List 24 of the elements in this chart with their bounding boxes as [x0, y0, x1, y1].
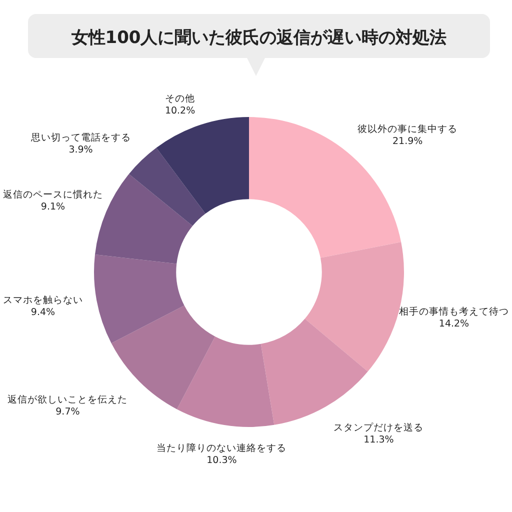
slice-label: 返信が欲しいことを伝えた: [8, 394, 128, 406]
slice-label: その他: [165, 92, 196, 105]
data-label: 11.3%: [364, 434, 394, 446]
donut-slice: [94, 174, 193, 264]
slice-label: 思い切って電話をする: [30, 131, 131, 144]
donut-slice: [94, 254, 184, 344]
slice-label: スマホを触らない: [3, 294, 83, 306]
data-label: 9.1%: [40, 202, 66, 213]
slice-label: 相手の事情も考えて待つ: [399, 306, 509, 318]
slice-label: 当たり障りのない連絡をする: [156, 442, 287, 454]
chart-title: 女性100人に聞いた彼氏の返信が遅い時の対処法: [70, 28, 447, 48]
data-label: 10.3%: [206, 454, 237, 466]
slice-label: 返信のペースに慣れた: [3, 188, 103, 201]
slice-label: スタンプだけを送る: [334, 422, 424, 434]
data-label: 3.9%: [68, 144, 93, 156]
donut-slice: [156, 117, 249, 214]
data-label: 9.4%: [30, 306, 56, 318]
slice-label: 彼以外の事に集中する: [358, 122, 458, 135]
data-label: 21.9%: [392, 136, 423, 147]
donut-slice: [176, 336, 274, 427]
data-label: 10.2%: [164, 106, 196, 117]
data-label: 14.2%: [438, 318, 470, 330]
data-label: 9.7%: [56, 406, 80, 418]
donut-slice: [128, 148, 206, 226]
